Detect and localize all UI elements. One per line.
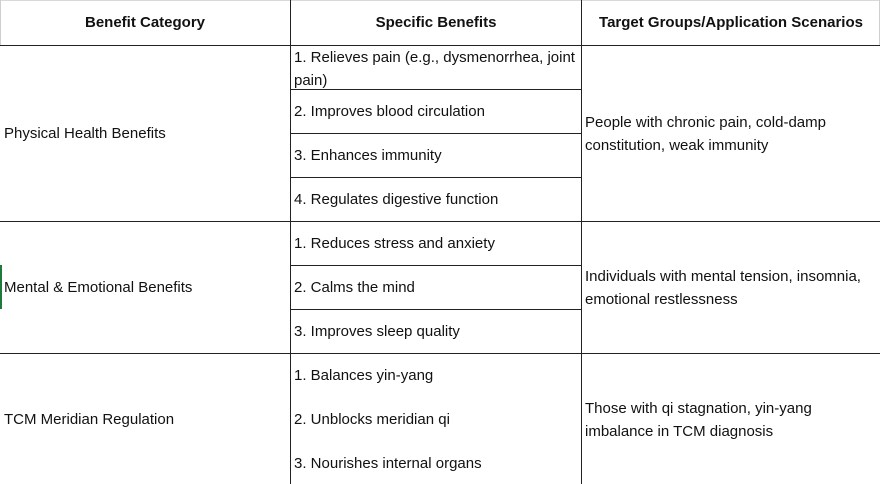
header-bottom-border [0,45,880,46]
target-cell: Those with qi stagnation, yin-yang imbal… [585,400,812,440]
benefit-cell: 3. Nourishes internal organs [294,455,482,472]
benefit-cell: 1. Relieves pain (e.g., dysmenorrhea, jo… [294,49,575,89]
benefit-cell: 2. Calms the mind [294,279,415,296]
benefit-cell: 3. Enhances immunity [294,147,442,164]
benefit-cell: 2. Improves blood circulation [294,103,485,120]
header-left-divider [0,0,1,45]
benefit-cell: 2. Unblocks meridian qi [294,411,450,428]
group-separator-1 [0,221,880,222]
group-separator-2 [0,353,880,354]
target-cell: People with chronic pain, cold-damp cons… [585,114,826,154]
benefit-separator [290,177,582,178]
benefit-cell: 1. Balances yin-yang [294,367,434,384]
benefit-cell: 3. Improves sleep quality [294,323,460,340]
header-benefit-category: Benefit Category [84,14,206,31]
benefit-separator [290,133,582,134]
header-specific-benefits: Specific Benefits [375,14,497,31]
benefit-separator [290,309,582,310]
header-target-groups: Target Groups/Application Scenarios [599,14,863,31]
benefit-separator [290,265,582,266]
benefit-cell: 4. Regulates digestive function [294,191,499,208]
column-divider-1 [290,0,291,484]
category-cell: Physical Health Benefits [4,125,166,142]
cell-selection-marker [0,265,2,309]
target-cell: Individuals with mental tension, insomni… [585,268,861,308]
benefit-separator [290,89,582,90]
benefit-cell: 1. Reduces stress and anxiety [294,235,495,252]
category-cell: Mental & Emotional Benefits [4,279,193,296]
column-divider-2 [581,0,582,484]
header-top-border [0,0,880,1]
category-cell: TCM Meridian Regulation [4,411,175,428]
